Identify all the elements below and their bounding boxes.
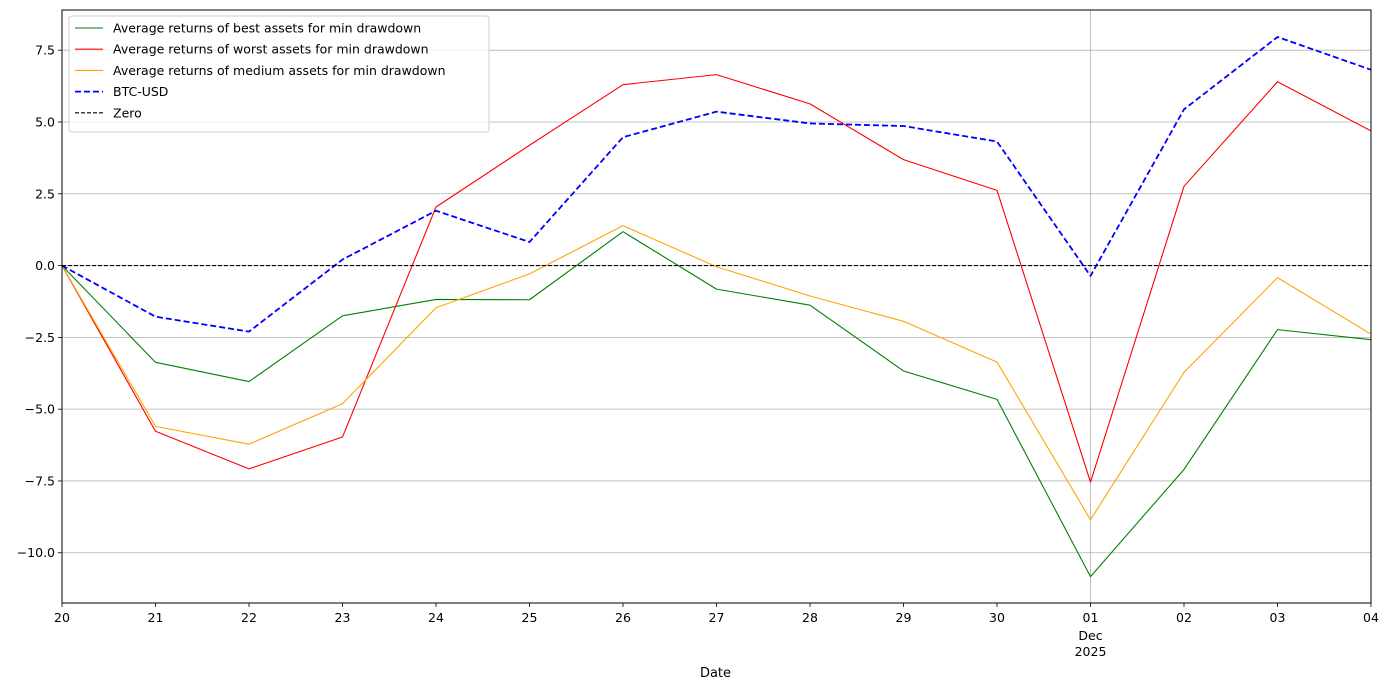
series-line-2	[61, 225, 1372, 521]
x-tick-label: 04	[1363, 610, 1379, 625]
x-axis-label: Date	[700, 666, 731, 681]
x-tick-label: 02	[1176, 610, 1192, 625]
y-axis-ticks: −10.0 −7.5 −5.0 −2.5 0.0 2.5 5.0 7.5	[17, 43, 62, 560]
x-tick-label: 24	[428, 610, 444, 625]
x-tick-label: 29	[896, 610, 912, 625]
series-line-0	[61, 231, 1372, 578]
legend-label: Average returns of worst assets for min …	[113, 42, 429, 57]
x-tick-label: 01	[1083, 610, 1099, 625]
series-line-3	[61, 36, 1372, 333]
y-tick-label: 2.5	[35, 186, 55, 201]
x-tick-sublabel: Dec	[1078, 628, 1102, 643]
x-tick-sublabel: 2025	[1075, 644, 1107, 659]
x-tick-label: 23	[335, 610, 351, 625]
y-tick-label: 0.0	[35, 258, 55, 273]
legend-label: Average returns of medium assets for min…	[113, 63, 446, 78]
y-tick-label: −2.5	[25, 330, 55, 345]
x-tick-label: 26	[615, 610, 631, 625]
y-tick-label: 7.5	[35, 43, 55, 58]
x-tick-label: 28	[802, 610, 818, 625]
legend-label: BTC-USD	[113, 84, 168, 99]
series-lines	[61, 36, 1372, 578]
legend-label: Zero	[113, 105, 142, 120]
y-tick-label: 5.0	[35, 114, 55, 129]
legend: Average returns of best assets for min d…	[68, 15, 490, 133]
legend-label: Average returns of best assets for min d…	[113, 21, 421, 36]
legend-box	[68, 15, 490, 133]
series-line-1	[61, 74, 1372, 483]
y-tick-label: −5.0	[25, 402, 55, 417]
x-tick-label: 22	[241, 610, 257, 625]
y-tick-label: −10.0	[17, 545, 55, 560]
x-tick-label: 25	[522, 610, 538, 625]
x-tick-label: 21	[148, 610, 164, 625]
y-tick-label: −7.5	[25, 473, 55, 488]
x-tick-label: 03	[1270, 610, 1286, 625]
x-tick-label: 20	[54, 610, 70, 625]
x-tick-label: 30	[989, 610, 1005, 625]
x-tick-label: 27	[709, 610, 725, 625]
